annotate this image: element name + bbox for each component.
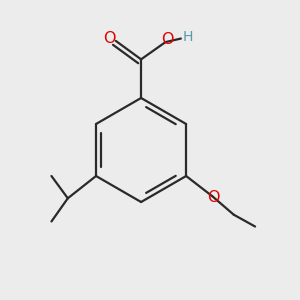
Text: O: O	[103, 31, 116, 46]
Text: O: O	[161, 32, 173, 47]
Text: H: H	[182, 30, 193, 44]
Text: O: O	[207, 190, 219, 205]
